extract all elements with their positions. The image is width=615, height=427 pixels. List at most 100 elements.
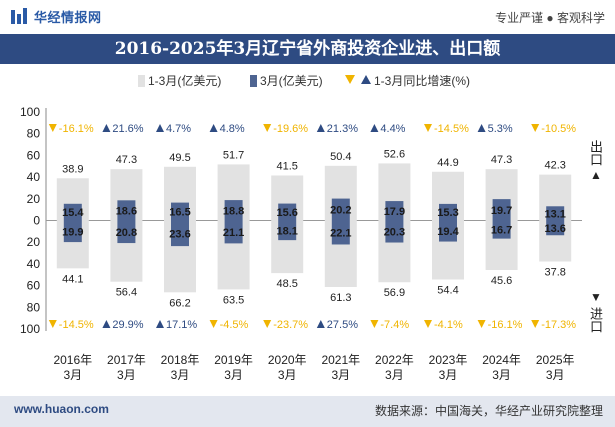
export-growth-label: -10.5% — [541, 123, 576, 135]
import-label-text: 进口 — [588, 307, 603, 333]
y-tick-label: 40 — [27, 257, 41, 271]
import-month-bar — [63, 220, 82, 243]
legend-label: 3月(亿美元) — [260, 73, 323, 88]
import-ytd-label: 61.3 — [330, 292, 351, 304]
export-month-label: 19.7 — [491, 205, 512, 217]
y-tick-label: 60 — [27, 279, 41, 293]
x-tick-label: 2024年 — [482, 353, 521, 367]
export-growth-label: -16.1% — [59, 123, 94, 135]
footer-website[interactable]: www.huaon.com — [14, 402, 109, 416]
import-growth-up-triangle-icon — [102, 320, 111, 328]
import-month-label: 19.9 — [62, 226, 83, 238]
legend-swatch — [138, 75, 145, 87]
import-growth-down-triangle-icon — [424, 320, 432, 328]
y-tick-label: 20 — [27, 235, 41, 249]
import-growth-label: 29.9% — [112, 319, 143, 331]
brand-name: 华经情报网 — [34, 10, 102, 25]
import-ytd-label: 44.1 — [62, 273, 83, 285]
import-month-bar — [439, 220, 457, 242]
import-growth-label: -14.5% — [59, 319, 94, 331]
import-growth-down-triangle-icon — [477, 320, 486, 328]
export-month-label: 15.3 — [437, 207, 458, 219]
import-growth-label: -7.4% — [380, 319, 409, 331]
import-growth-label: 17.1% — [166, 319, 197, 331]
footer-band — [0, 396, 615, 427]
import-ytd-label: 66.2 — [169, 297, 190, 309]
import-growth-label: -23.7% — [273, 319, 308, 331]
export-growth-up-triangle-icon — [156, 124, 164, 132]
export-month-bar — [224, 200, 243, 221]
down-arrow-icon: ▼ — [590, 290, 602, 304]
import-month-label: 22.1 — [330, 227, 351, 239]
export-growth-label: 4.8% — [220, 123, 245, 135]
x-tick-label: 2022年 — [375, 353, 414, 367]
export-growth-down-triangle-icon — [424, 124, 432, 132]
import-growth-up-triangle-icon — [156, 320, 164, 328]
x-tick-label: 3月 — [117, 368, 136, 382]
export-month-label: 17.9 — [384, 206, 405, 218]
y-tick-label: 0 — [33, 214, 40, 228]
export-growth-label: 21.6% — [112, 123, 143, 135]
import-ytd-label: 45.6 — [491, 275, 512, 287]
export-ytd-label: 42.3 — [544, 160, 565, 172]
export-ytd-label: 38.9 — [62, 163, 83, 175]
export-growth-label: 4.4% — [380, 123, 405, 135]
legend-label: 1-3月同比增速(%) — [374, 74, 470, 88]
chart-canvas: 1-3月(亿美元) 3月(亿美元) 1-3月同比增速(%) 100 80 60 40 20 0 2… — [20, 73, 582, 382]
export-month-bar — [117, 200, 136, 221]
import-ytd-label: 56.4 — [116, 287, 137, 299]
x-tick-label: 3月 — [171, 368, 190, 382]
export-growth-up-triangle-icon — [370, 124, 379, 132]
import-ytd-label: 54.4 — [437, 285, 458, 297]
import-ytd-label: 56.9 — [384, 287, 405, 299]
export-month-bar — [331, 198, 350, 221]
export-ytd-label: 44.9 — [437, 157, 458, 169]
bar-chart-logo-icon — [10, 7, 28, 26]
import-ytd-label: 63.5 — [223, 294, 244, 306]
export-ytd-label: 51.7 — [223, 149, 244, 161]
import-growth-up-triangle-icon — [316, 320, 325, 328]
export-growth-down-triangle-icon — [48, 124, 57, 132]
legend-label: 1-3月(亿美元) — [148, 73, 221, 88]
x-tick-label: 3月 — [278, 368, 297, 382]
import-month-bar — [331, 220, 350, 245]
import-month-label: 21.1 — [223, 227, 244, 239]
import-growth-down-triangle-icon — [370, 320, 379, 328]
legend-down-triangle-icon — [345, 75, 355, 84]
export-label-text: 出口 — [588, 140, 603, 166]
import-month-label: 13.6 — [544, 223, 565, 235]
import-month-bar — [224, 220, 243, 244]
export-ytd-label: 50.4 — [330, 151, 351, 163]
x-tick-label: 2020年 — [268, 353, 307, 367]
export-month-bar — [439, 203, 457, 221]
y-tick-label: 60 — [27, 148, 41, 162]
import-growth-down-triangle-icon — [263, 320, 272, 328]
import-month-label: 20.8 — [116, 227, 137, 239]
export-growth-down-triangle-icon — [531, 124, 540, 132]
export-month-label: 13.1 — [544, 208, 565, 220]
export-ytd-label: 41.5 — [276, 160, 297, 172]
import-month-bar — [492, 220, 511, 239]
export-month-bar — [492, 199, 511, 221]
x-tick-label: 2025年 — [536, 353, 575, 367]
export-month-bar — [546, 206, 565, 221]
slogan: 专业严谨 ● 客观科学 — [495, 11, 605, 25]
import-month-bar — [117, 220, 136, 244]
import-month-label: 18.1 — [276, 225, 297, 237]
import-growth-down-triangle-icon — [48, 320, 57, 328]
export-growth-up-triangle-icon — [102, 124, 111, 132]
import-growth-down-triangle-icon — [531, 320, 540, 328]
export-month-label: 15.4 — [62, 207, 84, 219]
export-ytd-label: 47.3 — [116, 154, 137, 166]
import-growth-label: -16.1% — [488, 319, 523, 331]
import-growth-label: 27.5% — [327, 319, 358, 331]
export-month-label: 16.5 — [169, 207, 190, 219]
export-month-label: 15.6 — [276, 207, 297, 219]
x-tick-label: 3月 — [63, 368, 82, 382]
import-month-bar — [385, 220, 404, 243]
import-ytd-label: 48.5 — [276, 278, 297, 290]
brand-logo: 华经情报网 — [10, 7, 102, 26]
y-tick-label: 80 — [27, 127, 41, 141]
export-growth-up-triangle-icon — [316, 124, 325, 132]
export-month-label: 20.2 — [330, 205, 351, 217]
